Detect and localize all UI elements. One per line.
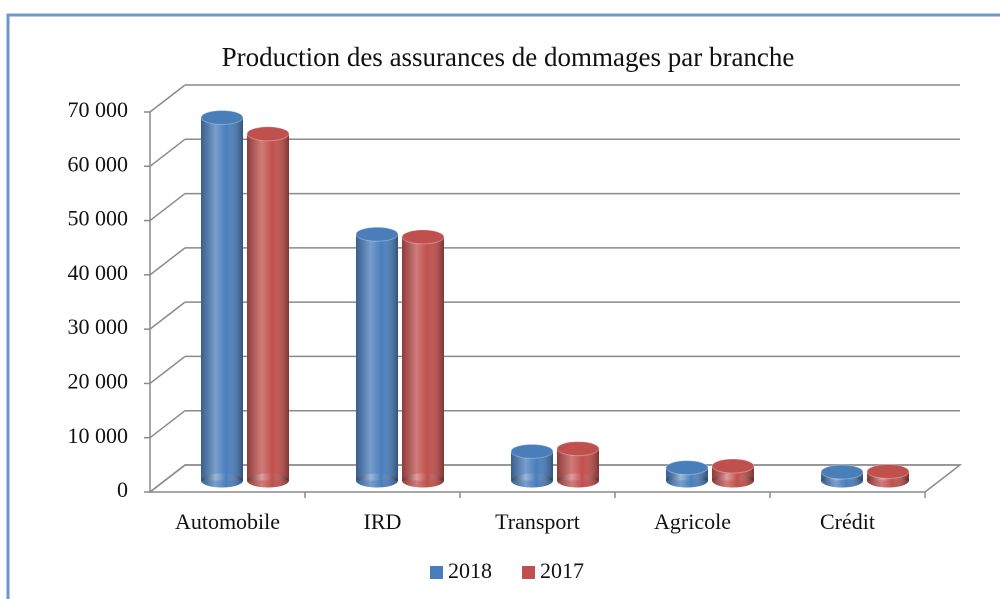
grid-line-side — [149, 410, 186, 439]
grid-line-side — [149, 464, 186, 493]
bar-shade — [356, 234, 398, 481]
y-tick-label: 60 000 — [68, 151, 129, 176]
y-tick-label: 30 000 — [68, 314, 129, 339]
legend-label: 2018 — [448, 558, 492, 583]
grid-line-side — [149, 355, 186, 385]
cylinder-top — [711, 458, 755, 474]
y-tick-label: 70 000 — [68, 97, 129, 122]
x-tick-label: Automobile — [175, 509, 280, 534]
cylinder-top — [820, 464, 864, 480]
grid-line-side — [149, 247, 186, 276]
y-tick-label: 40 000 — [68, 260, 129, 285]
bar-shade — [247, 133, 289, 481]
cylinder-top — [866, 463, 910, 479]
cylinder-top — [200, 110, 244, 125]
cylinder-top — [246, 126, 290, 142]
cylinder-base-shade — [247, 473, 289, 488]
bar-shade — [402, 236, 444, 481]
legend-swatch — [430, 566, 443, 579]
y-tick-label: 50 000 — [68, 206, 129, 231]
x-tick-label: IRD — [364, 509, 402, 534]
x-tick-label: Agricole — [654, 509, 731, 534]
cylinder-base-shade — [712, 473, 754, 488]
cylinder-base-shade — [666, 473, 708, 488]
grid-line-side — [149, 84, 186, 113]
bar-shade — [201, 117, 243, 481]
cylinder-base-shade — [356, 473, 398, 488]
chart-title: Production des assurances de dommages pa… — [222, 42, 795, 72]
y-tick-label: 20 000 — [68, 368, 129, 393]
grid-line-side — [149, 192, 186, 222]
cylinder-top — [510, 443, 554, 459]
cylinder-top — [665, 460, 709, 476]
grid-line-side — [149, 301, 186, 330]
cylinder-base-shade — [511, 473, 553, 488]
x-tick-label: Transport — [495, 509, 580, 534]
cylinder-base-shade — [201, 473, 243, 488]
cylinder-base-shade — [557, 473, 599, 488]
legend-label: 2017 — [540, 558, 584, 583]
cylinder-top — [556, 441, 600, 457]
plot: 0 10 000 20 000 30 000 40 000 50 000 60 000 70 … — [68, 84, 963, 583]
grid-line-side — [149, 138, 186, 167]
y-tick-label: 0 — [117, 477, 128, 502]
y-tick-label: 10 000 — [68, 423, 129, 448]
cylinder-top — [355, 226, 399, 242]
cylinder-top — [401, 229, 445, 245]
frame — [6, 13, 1000, 599]
cylinder-base-shade — [402, 473, 444, 488]
legend-swatch — [522, 566, 535, 579]
x-tick-label: Crédit — [820, 509, 875, 534]
